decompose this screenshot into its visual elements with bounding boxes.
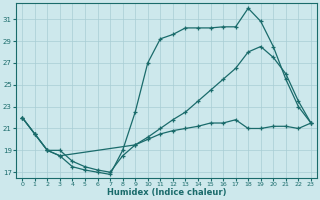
- X-axis label: Humidex (Indice chaleur): Humidex (Indice chaleur): [107, 188, 226, 197]
